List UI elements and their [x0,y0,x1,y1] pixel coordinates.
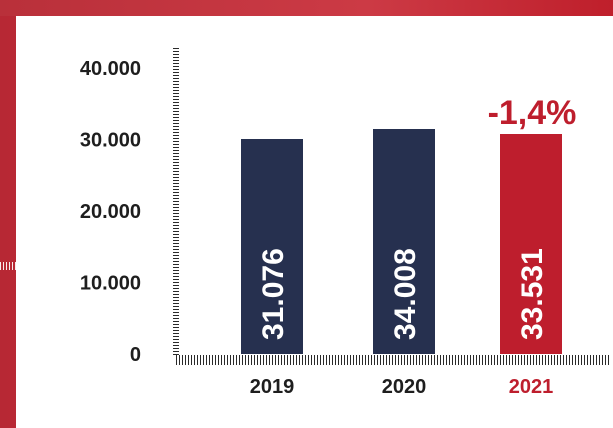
y-tick-label: 20.000 [80,201,141,223]
y-tick-label: 0 [130,344,141,366]
x-tick-label: 2019 [250,376,295,398]
labels: 31.076 34.008 33.531 [257,248,549,340]
y-tick-label: 30.000 [80,130,141,152]
change-annotation: -1,4% [488,94,577,132]
y-tick-label: 10.000 [80,273,141,295]
background-top-stripe [0,0,613,16]
y-axis: 0 10.000 20.000 30.000 40.000 [80,48,179,366]
bar [241,139,303,354]
bar-value-label: 33.531 [516,248,549,340]
bar-value-label: 31.076 [257,248,290,340]
x-axis: 2019 2020 2021 [176,355,610,398]
y-tick-label: 40.000 [80,58,141,80]
bar [373,129,435,354]
x-tick-label: 2021 [509,376,554,398]
x-tick-label: 2020 [382,376,427,398]
background-tick-marks [0,262,16,270]
bars [241,129,562,354]
bar-value-label: 34.008 [389,248,422,340]
bar [500,134,562,354]
